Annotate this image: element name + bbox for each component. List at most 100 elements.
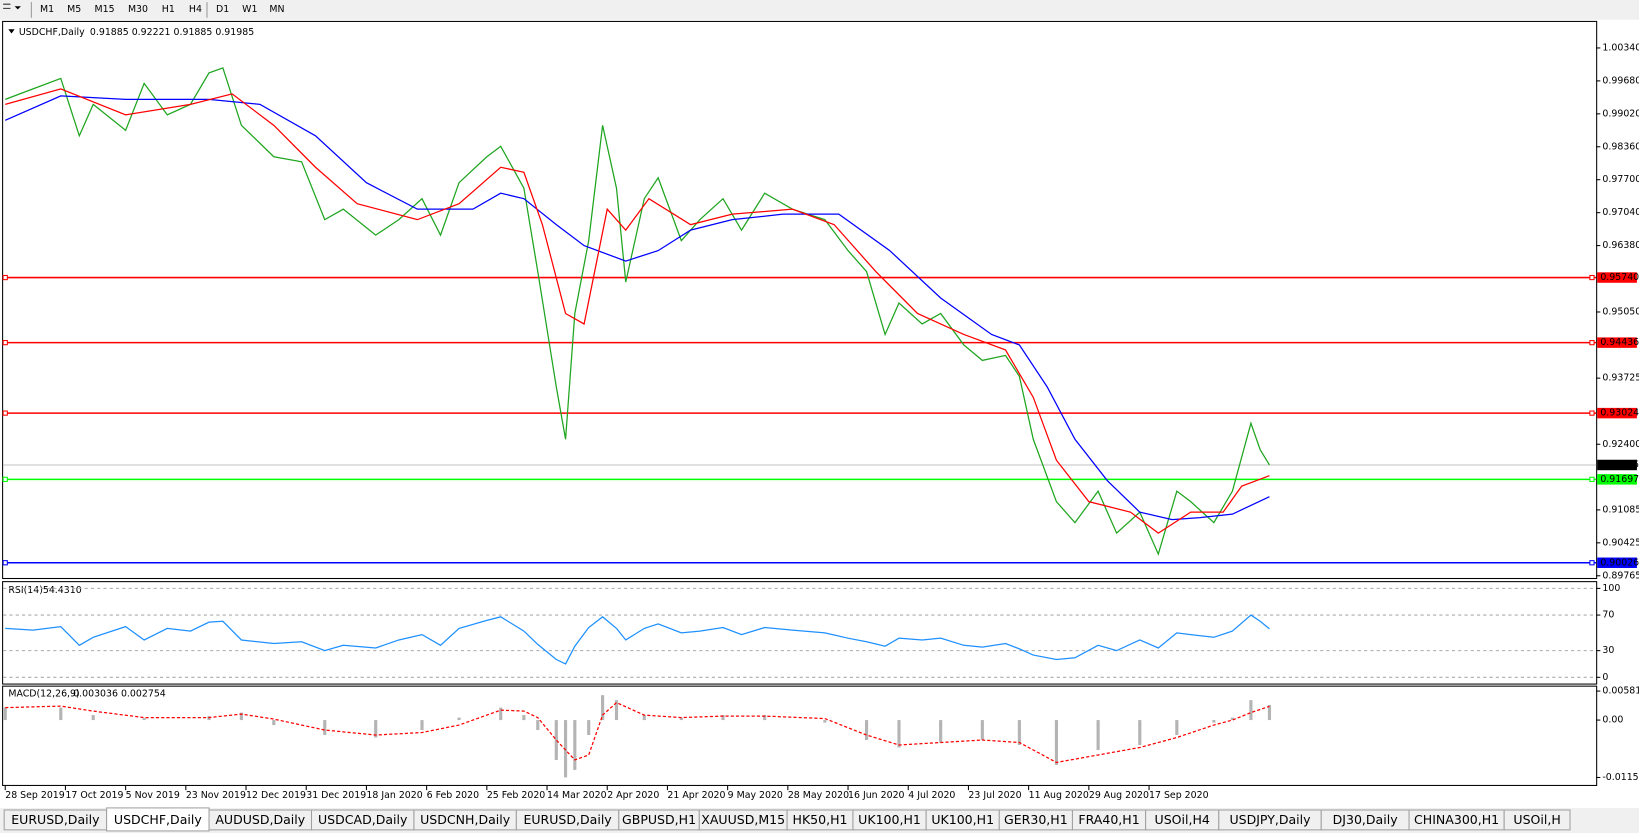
histogram-bar (374, 720, 378, 738)
x-tick-label: 2 Apr 2020 (607, 790, 659, 801)
x-tick-label: 28 Sep 2019 (5, 790, 65, 801)
y-tick-label: 0.90425 (1602, 537, 1639, 548)
histogram-bar (1054, 720, 1058, 765)
tab-label[interactable]: UK100,H1 (931, 812, 994, 827)
tab-label[interactable]: EURUSD,Daily (11, 812, 100, 827)
timeframe-button[interactable]: W1 (242, 4, 257, 15)
histogram-bar (763, 715, 767, 721)
histogram-bar (563, 720, 568, 778)
x-tick-label: 18 Jan 2020 (366, 790, 422, 801)
level-label: 0.91697 (1600, 474, 1639, 485)
x-tick-label: 4 Jul 2020 (908, 790, 955, 801)
main-readout: 0.91885 0.92221 0.91885 0.91985 (90, 27, 254, 38)
level-label-bg (1597, 272, 1637, 283)
y-tick-label: 0.99020 (1602, 108, 1639, 119)
timeframe-button[interactable]: H1 (162, 4, 175, 15)
histogram-bar (536, 720, 540, 731)
histogram-bar (864, 720, 869, 741)
tab-label[interactable]: UK100,H1 (858, 812, 921, 827)
histogram-bar (980, 720, 984, 741)
x-tick-label: 31 Dec 2019 (306, 790, 366, 801)
x-tick-label: 29 Aug 2020 (1089, 790, 1149, 801)
tab-label[interactable]: USDCHF,Daily (114, 812, 202, 827)
toolbar-icon (3, 3, 11, 9)
tab-label[interactable]: USOil,H4 (1155, 812, 1210, 827)
tab-label[interactable]: USOil,H (1513, 812, 1560, 827)
tab-label[interactable]: DJ30,Daily (1333, 812, 1399, 827)
histogram-bar (1230, 717, 1234, 721)
histogram-bar (679, 717, 683, 721)
timeframe-button[interactable]: D1 (216, 4, 229, 15)
y-tick-label: 0.99680 (1602, 75, 1639, 86)
histogram-bar (499, 707, 503, 721)
tab-label[interactable]: USDJPY,Daily (1229, 812, 1311, 827)
level-label: 0.93024 (1600, 408, 1639, 419)
level-label: 0.90026 (1600, 557, 1639, 568)
y-tick-label: 0.96380 (1602, 240, 1639, 251)
histogram-bar (91, 715, 95, 721)
level-handle (2, 560, 8, 566)
y-tick-label: 0.00 (1602, 715, 1623, 726)
tab-label[interactable]: AUDUSD,Daily (215, 812, 305, 827)
tab-label[interactable]: GER30,H1 (1004, 812, 1068, 827)
timeframe-button[interactable]: MN (269, 4, 284, 15)
timeframe-button[interactable]: M5 (67, 4, 81, 15)
x-tick-label: 11 Aug 2020 (1029, 790, 1089, 801)
x-tick-label: 14 Mar 2020 (547, 790, 607, 801)
tab-label[interactable]: FRA40,H1 (1078, 812, 1139, 827)
y-tick-label: 0 (1602, 672, 1608, 683)
histogram-bar (142, 718, 146, 721)
timeframe-button[interactable]: M1 (40, 4, 54, 15)
tab-label[interactable]: USDCNH,Daily (420, 812, 511, 827)
x-tick-label: 12 Dec 2019 (246, 790, 306, 801)
y-tick-label: 1.00340 (1602, 42, 1639, 53)
histogram-bar (522, 715, 526, 721)
tab-label[interactable]: HK50,H1 (793, 812, 848, 827)
level-handle (1589, 560, 1595, 566)
dropdown-arrow (14, 6, 21, 10)
histogram-bar (1212, 720, 1216, 723)
x-tick-label: 25 Feb 2020 (487, 790, 545, 801)
level-label-bg (1597, 407, 1637, 419)
histogram-bar (1096, 720, 1100, 750)
y-tick-label: 0.95050 (1602, 306, 1639, 317)
level-label: 0.94436 (1600, 337, 1639, 348)
x-tick-label: 5 Nov 2019 (126, 790, 180, 801)
tab[interactable] (1503, 809, 1571, 831)
histogram-bar (420, 720, 424, 731)
level-label-bg (1597, 557, 1637, 568)
timeframe-button[interactable]: M30 (128, 4, 148, 15)
histogram-bar (554, 720, 558, 760)
level-handle (2, 340, 8, 346)
tab-label[interactable]: GBPUSD,H1 (622, 812, 696, 827)
timeframe-button[interactable]: H4 (189, 4, 202, 15)
y-tick-label: -0.011514 (1602, 772, 1639, 783)
x-tick-label: 23 Nov 2019 (186, 790, 246, 801)
histogram-bar (1249, 700, 1253, 721)
x-tick-label: 23 Jul 2020 (968, 790, 1021, 801)
rsi-title: RSI(14) (8, 585, 43, 596)
y-tick-label: 0.89765 (1602, 570, 1639, 581)
histogram-bar (1267, 704, 1272, 721)
histogram-bar (642, 715, 646, 721)
rsi-frame (2, 581, 1598, 685)
series-line (5, 88, 1270, 534)
tab-label[interactable]: EURUSD,Daily (523, 812, 612, 827)
level-label-bg (1597, 337, 1637, 348)
main-title: USDCHF,Daily (19, 27, 85, 38)
tab-label[interactable]: CHINA300,H1 (1414, 812, 1499, 827)
macd-readout: 0.003036 0.002754 (73, 688, 166, 699)
level-handle (2, 274, 8, 281)
last-price-bg (1597, 459, 1637, 471)
level-label: 0.95740 (1600, 272, 1639, 283)
histogram-bar (323, 720, 327, 736)
x-tick-label: 21 Apr 2020 (667, 790, 725, 801)
tab-label[interactable]: XAUUSD,M15 (701, 812, 785, 827)
level-handle (2, 410, 8, 416)
tab-label[interactable]: USDCAD,Daily (318, 812, 408, 827)
x-tick-label: 17 Sep 2020 (1149, 790, 1209, 801)
timeframe-button[interactable]: M15 (94, 4, 114, 15)
level-handle (1589, 340, 1595, 346)
